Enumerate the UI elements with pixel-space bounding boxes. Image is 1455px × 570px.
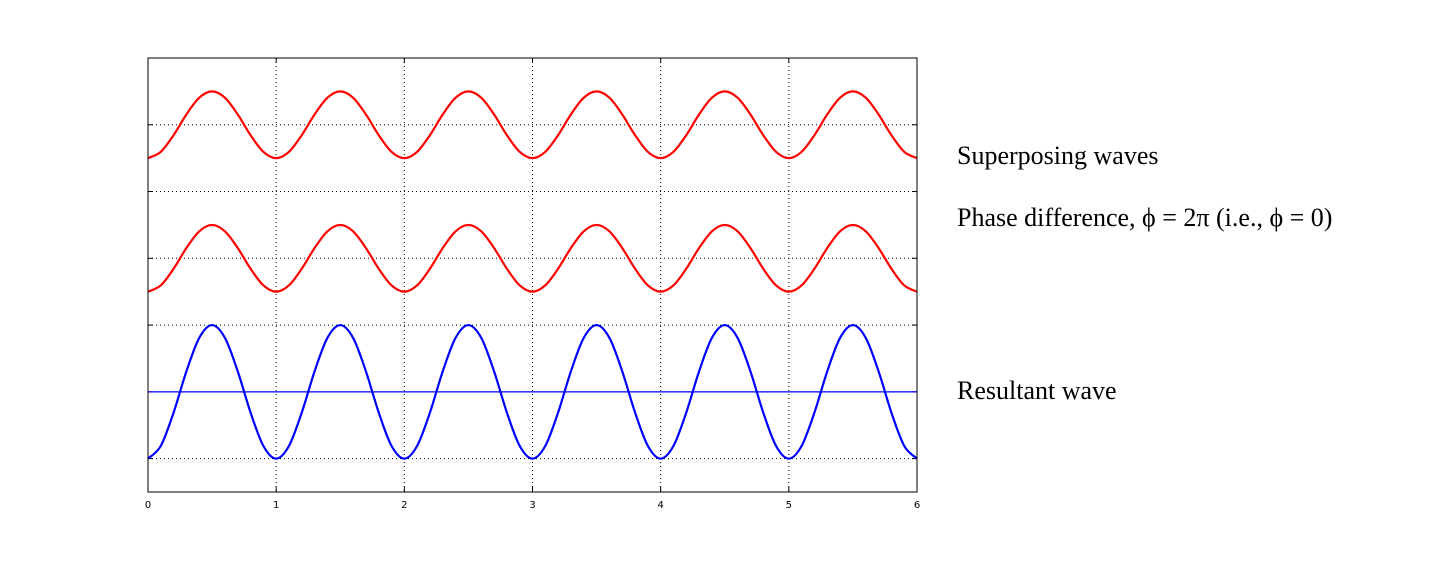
x-tick-label: 3	[529, 500, 535, 511]
x-tick-label: 2	[401, 500, 407, 511]
annotation: Superposing waves	[957, 141, 1158, 170]
wave-line	[147, 223, 918, 293]
x-tick-label: 4	[657, 500, 663, 511]
plot-frame	[147, 57, 918, 493]
annotation: Phase difference, ϕ = 2π (i.e., ϕ = 0)	[957, 203, 1332, 232]
x-tick-label: 0	[145, 500, 151, 511]
x-tick-label: 5	[786, 500, 792, 511]
x-tick-label: 6	[914, 500, 920, 511]
wave-line	[147, 323, 918, 460]
x-tick-label: 1	[273, 500, 279, 511]
wave-line	[147, 90, 918, 160]
annotation: Resultant wave	[957, 376, 1117, 405]
